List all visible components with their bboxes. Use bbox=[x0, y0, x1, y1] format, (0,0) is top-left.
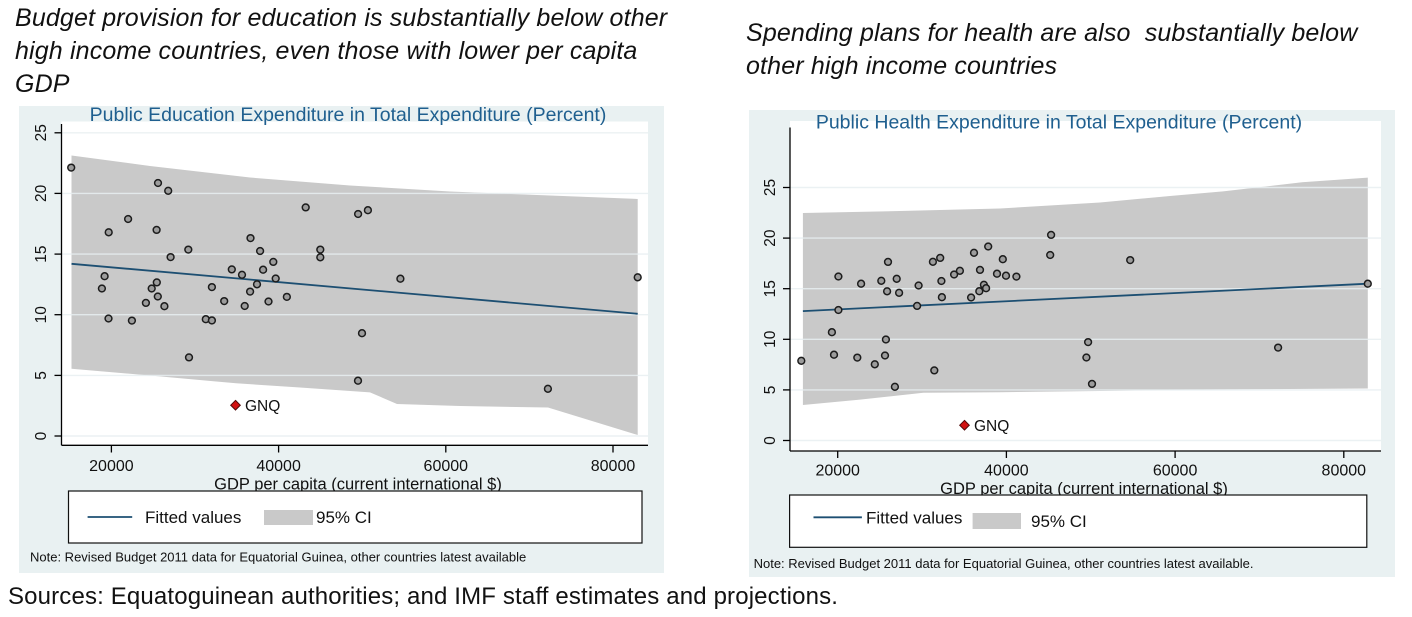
svg-text:Public Health Expenditure in T: Public Health Expenditure in Total Expen… bbox=[816, 112, 1302, 134]
svg-text:10: 10 bbox=[33, 306, 50, 324]
svg-text:0: 0 bbox=[33, 431, 50, 440]
svg-text:20: 20 bbox=[762, 229, 779, 247]
svg-text:Public Education Expenditure i: Public Education Expenditure in Total Ex… bbox=[90, 104, 607, 126]
svg-text:60000: 60000 bbox=[1153, 463, 1198, 480]
svg-text:Fitted values: Fitted values bbox=[145, 508, 241, 527]
svg-text:60000: 60000 bbox=[424, 458, 469, 475]
svg-text:10: 10 bbox=[762, 330, 779, 348]
svg-text:GNQ: GNQ bbox=[974, 418, 1009, 435]
svg-text:GDP per capita (current intern: GDP per capita (current international $) bbox=[214, 476, 502, 494]
svg-text:0: 0 bbox=[762, 436, 779, 445]
svg-text:Note: Revised Budget 2011 data: Note: Revised Budget 2011 data for Equat… bbox=[30, 550, 526, 565]
svg-text:20000: 20000 bbox=[815, 463, 860, 480]
svg-text:20000: 20000 bbox=[89, 458, 134, 475]
svg-text:GNQ: GNQ bbox=[245, 398, 280, 415]
svg-text:5: 5 bbox=[762, 386, 779, 395]
svg-text:20: 20 bbox=[33, 184, 50, 202]
svg-text:15: 15 bbox=[33, 245, 50, 262]
svg-text:25: 25 bbox=[33, 124, 50, 141]
svg-text:95% CI: 95% CI bbox=[316, 508, 372, 527]
svg-text:80000: 80000 bbox=[591, 458, 636, 475]
svg-text:GDP per capita (current intern: GDP per capita (current international $) bbox=[940, 480, 1228, 498]
svg-text:80000: 80000 bbox=[1322, 463, 1367, 480]
svg-text:15: 15 bbox=[762, 280, 779, 297]
svg-text:95% CI: 95% CI bbox=[1031, 512, 1087, 531]
svg-text:Note: Revised Budget 2011 data: Note: Revised Budget 2011 data for Equat… bbox=[754, 556, 1254, 571]
svg-text:5: 5 bbox=[33, 371, 50, 380]
svg-text:25: 25 bbox=[762, 179, 779, 196]
svg-text:40000: 40000 bbox=[256, 458, 301, 475]
svg-text:40000: 40000 bbox=[984, 463, 1029, 480]
svg-text:Fitted values: Fitted values bbox=[866, 509, 962, 528]
